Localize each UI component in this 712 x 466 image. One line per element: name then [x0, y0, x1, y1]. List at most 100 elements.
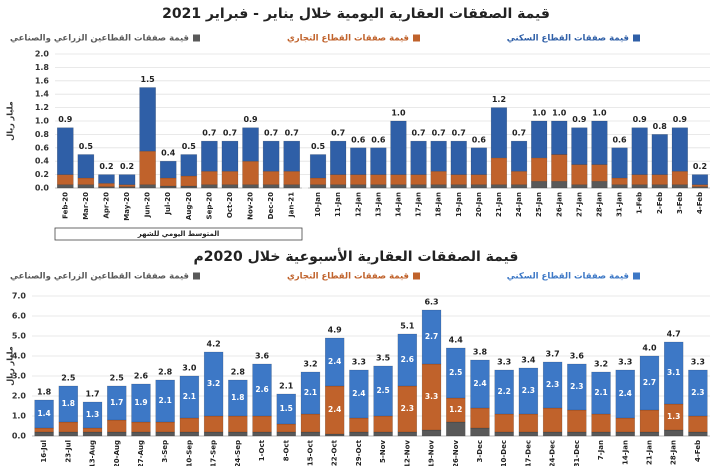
- bar-segment: [221, 184, 239, 189]
- total-label: 1.7: [85, 390, 99, 399]
- total-label: 0.5: [182, 142, 197, 151]
- segment-label: 2.3: [522, 386, 535, 395]
- bar-segment: [470, 427, 490, 437]
- bar-segment: [494, 413, 514, 433]
- bar-segment: [324, 337, 345, 387]
- bar-segment: [430, 140, 447, 172]
- bar-segment: [450, 140, 467, 175]
- bar-segment: [107, 431, 127, 437]
- total-label: 0.7: [202, 129, 216, 138]
- total-label: 0.7: [432, 129, 446, 138]
- bar-segment: [203, 351, 224, 417]
- bar-segment: [671, 184, 688, 189]
- x-tick-label: Jan-21: [288, 192, 296, 218]
- x-tick-label: 7-Jan: [597, 440, 605, 460]
- bar-segment: [201, 140, 218, 172]
- bar-segment: [551, 120, 568, 155]
- total-label: 2.5: [110, 374, 125, 383]
- bar-segment: [631, 184, 648, 189]
- bar-segment: [510, 140, 528, 172]
- bar-segment: [571, 127, 588, 165]
- bar-segment: [421, 429, 442, 437]
- bar-segment: [691, 186, 709, 189]
- bar-segment: [591, 413, 611, 433]
- total-label: 3.3: [691, 358, 705, 367]
- bar-segment: [180, 185, 198, 189]
- x-tick-label: 29-Oct: [355, 439, 363, 466]
- segment-label: 2.5: [449, 368, 462, 377]
- bar-segment: [82, 431, 103, 437]
- y-tick-label: 5.0: [12, 332, 27, 341]
- bar-segment: [118, 184, 136, 187]
- x-tick-label: 14-Jan: [621, 440, 629, 465]
- total-label: 0.7: [452, 129, 466, 138]
- bar-segment: [688, 369, 708, 417]
- bar-segment: [531, 181, 548, 189]
- bar-segment: [276, 431, 296, 437]
- bar-segment: [201, 184, 218, 189]
- x-tick-label: 20-Jan: [475, 192, 483, 217]
- bar-segment: [615, 369, 635, 419]
- x-tick-label: Nov-20: [247, 192, 255, 220]
- x-tick-label: 10-Jan: [314, 192, 322, 217]
- total-label: 0.6: [351, 135, 366, 144]
- bar-segment: [350, 174, 367, 185]
- bar-segment: [330, 140, 347, 175]
- total-label: 4.0: [642, 344, 657, 353]
- segment-label: 1.8: [231, 393, 244, 402]
- bar-segment: [203, 415, 224, 433]
- bar-segment: [34, 399, 54, 429]
- total-label: 4.2: [207, 340, 221, 349]
- x-tick-label: Jul-20: [164, 192, 172, 216]
- bar-segment: [252, 415, 272, 433]
- x-tick-label: 13-Aug: [89, 440, 97, 466]
- total-label: 0.2: [693, 162, 707, 171]
- x-tick-label: 16-Jul: [40, 440, 48, 463]
- segment-label: 2.3: [546, 380, 559, 389]
- y-axis-title: مليار ريال: [6, 346, 15, 385]
- total-label: 3.5: [376, 354, 391, 363]
- total-label: 2.6: [134, 372, 149, 381]
- total-label: 2.8: [158, 368, 173, 377]
- bar-segment: [77, 184, 95, 189]
- x-tick-label: 12-Jan: [354, 192, 362, 217]
- y-tick-label: 1.0: [35, 117, 50, 126]
- x-tick-label: 14-Jan: [394, 192, 402, 217]
- segment-label: 2.4: [473, 379, 486, 388]
- legend-label: قيمة صفقات القطاع السكني: [507, 272, 629, 282]
- legend-swatch: [633, 272, 640, 280]
- bar-segment: [410, 174, 427, 185]
- bar-segment: [571, 164, 588, 185]
- x-tick-label: 3-Sep: [161, 440, 169, 463]
- bar-segment: [410, 140, 427, 175]
- bar-segment: [82, 427, 103, 433]
- segment-label: 2.4: [328, 405, 341, 414]
- y-tick-label: 0.0: [12, 432, 27, 441]
- bar-segment: [159, 185, 177, 189]
- bar-segment: [252, 431, 272, 437]
- bar-segment: [639, 431, 660, 437]
- bar-segment: [370, 174, 387, 185]
- bar-segment: [242, 160, 259, 185]
- total-label: 3.3: [618, 358, 632, 367]
- bar-segment: [155, 421, 175, 433]
- bar-segment: [242, 127, 259, 162]
- total-label: 0.8: [653, 122, 668, 131]
- bar-segment: [221, 140, 239, 172]
- total-label: 6.3: [424, 298, 438, 307]
- bar-segment: [611, 184, 628, 189]
- bar-segment: [57, 127, 74, 175]
- x-tick-label: 3-Dec: [476, 440, 484, 462]
- x-tick-label: 19-Nov: [428, 440, 436, 466]
- bar-segment: [221, 171, 239, 185]
- segment-label: 2.2: [498, 387, 511, 396]
- total-label: 2.8: [231, 368, 246, 377]
- total-label: 0.9: [633, 115, 648, 124]
- bar-segment: [542, 361, 563, 409]
- segment-label: 1.8: [62, 399, 75, 408]
- x-tick-label: Apr-20: [102, 192, 110, 219]
- segment-label: 2.4: [328, 357, 341, 366]
- segment-label: 2.4: [352, 389, 365, 398]
- legend-label: قيمة صفقات القطاع السكني: [507, 34, 629, 44]
